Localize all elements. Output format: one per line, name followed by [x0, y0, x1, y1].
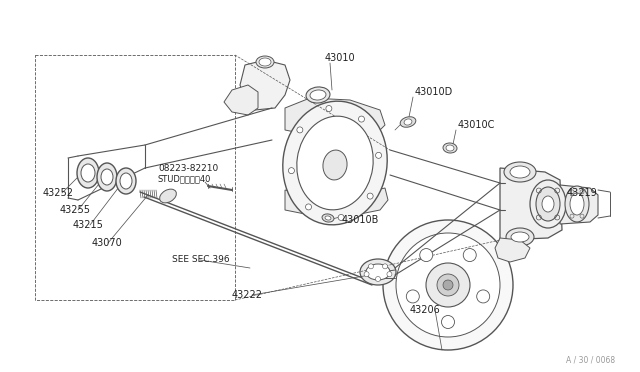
Circle shape — [305, 204, 312, 210]
Ellipse shape — [446, 145, 454, 151]
Ellipse shape — [506, 228, 534, 246]
Circle shape — [376, 276, 381, 282]
Ellipse shape — [81, 164, 95, 182]
Text: SEE SEC.396: SEE SEC.396 — [172, 256, 230, 264]
Text: 43070: 43070 — [92, 238, 123, 248]
Circle shape — [364, 272, 369, 277]
Ellipse shape — [97, 163, 117, 191]
Circle shape — [369, 264, 374, 269]
Text: 43252: 43252 — [43, 188, 74, 198]
Ellipse shape — [116, 168, 136, 194]
Circle shape — [326, 106, 332, 112]
Circle shape — [383, 220, 513, 350]
Ellipse shape — [325, 216, 331, 220]
Ellipse shape — [504, 162, 536, 182]
Ellipse shape — [565, 186, 589, 222]
Ellipse shape — [536, 187, 560, 221]
Polygon shape — [240, 60, 290, 110]
Circle shape — [426, 263, 470, 307]
Ellipse shape — [77, 158, 99, 188]
Circle shape — [420, 248, 433, 262]
Circle shape — [406, 290, 419, 303]
Text: 43215: 43215 — [73, 220, 104, 230]
Circle shape — [358, 116, 364, 122]
Circle shape — [387, 272, 392, 277]
Ellipse shape — [530, 180, 566, 228]
Ellipse shape — [323, 150, 347, 180]
Ellipse shape — [101, 169, 113, 185]
Circle shape — [297, 127, 303, 133]
Ellipse shape — [259, 58, 271, 66]
Text: 08223-82210: 08223-82210 — [158, 164, 218, 173]
Ellipse shape — [443, 143, 457, 153]
Circle shape — [367, 193, 373, 199]
Ellipse shape — [297, 116, 373, 210]
Ellipse shape — [310, 90, 326, 100]
Circle shape — [442, 315, 454, 328]
Text: A / 30 / 0068: A / 30 / 0068 — [566, 356, 615, 365]
Circle shape — [443, 280, 453, 290]
Polygon shape — [560, 185, 598, 224]
Text: 43255: 43255 — [60, 205, 91, 215]
Polygon shape — [500, 168, 562, 240]
Ellipse shape — [256, 56, 274, 68]
Circle shape — [289, 168, 294, 174]
Ellipse shape — [400, 117, 416, 127]
Circle shape — [437, 274, 459, 296]
Text: STUDスタッド40: STUDスタッド40 — [158, 174, 211, 183]
Circle shape — [338, 215, 344, 221]
Text: 43010B: 43010B — [342, 215, 380, 225]
Polygon shape — [224, 85, 258, 115]
Ellipse shape — [322, 214, 334, 222]
Polygon shape — [285, 188, 388, 215]
Polygon shape — [285, 98, 385, 138]
Text: 43222: 43222 — [232, 290, 263, 300]
Circle shape — [477, 290, 490, 303]
Ellipse shape — [306, 87, 330, 103]
Text: 43206: 43206 — [410, 305, 441, 315]
Ellipse shape — [366, 264, 390, 280]
Ellipse shape — [542, 196, 554, 212]
Text: 43010C: 43010C — [458, 120, 495, 130]
Circle shape — [463, 248, 476, 262]
Ellipse shape — [360, 259, 396, 285]
Text: 43010: 43010 — [325, 53, 356, 63]
Ellipse shape — [120, 173, 132, 189]
Circle shape — [376, 153, 381, 158]
Circle shape — [383, 264, 388, 269]
Ellipse shape — [570, 193, 584, 215]
Ellipse shape — [283, 101, 387, 225]
Ellipse shape — [159, 189, 177, 203]
Ellipse shape — [511, 232, 529, 242]
Text: 43219: 43219 — [567, 188, 598, 198]
Ellipse shape — [404, 119, 412, 125]
Text: 43010D: 43010D — [415, 87, 453, 97]
Polygon shape — [495, 238, 530, 262]
Ellipse shape — [510, 166, 530, 178]
Circle shape — [396, 233, 500, 337]
